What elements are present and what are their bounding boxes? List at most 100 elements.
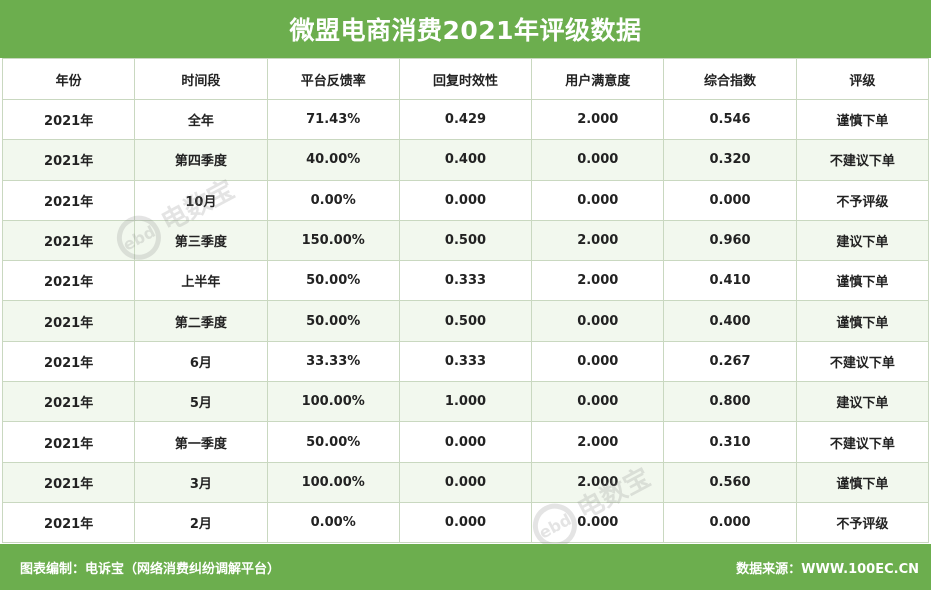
- table-cell: 不建议下单: [795, 139, 930, 181]
- table-cell: 0.000: [398, 501, 533, 544]
- table-cell: 2021年: [1, 139, 136, 181]
- table-cell: 谨慎下单: [795, 300, 930, 342]
- table-cell: 谨慎下单: [795, 461, 930, 503]
- table-cell: 0.310: [663, 421, 797, 463]
- table-cell: 2月: [134, 501, 268, 544]
- table-cell: 0.400: [663, 300, 797, 342]
- table-cell: 第四季度: [134, 139, 268, 181]
- footer-bar: 图表编制：电诉宝（网络消费纠纷调解平台） 数据来源：WWW.100EC.CN: [0, 544, 931, 590]
- table-cell: 2021年: [1, 421, 136, 463]
- table-cell: 1.000: [398, 381, 533, 423]
- column-header: 评级: [795, 58, 930, 100]
- table-row: 2021年 上半年 50.00% 0.333 2.000 0.410 谨慎下单: [1, 260, 930, 302]
- table-cell: 2021年: [1, 219, 136, 262]
- table-cell: 2.000: [531, 461, 665, 503]
- table-cell: 0.333: [398, 340, 533, 383]
- table-cell: 不予评级: [795, 501, 930, 544]
- table-cell: 0.500: [398, 300, 533, 342]
- table-cell: 0.410: [663, 260, 797, 302]
- table-cell: 3月: [134, 461, 268, 503]
- table-cell: 不建议下单: [795, 340, 930, 383]
- table-cell: 0.00%: [266, 501, 400, 544]
- rating-table-wrap: 年份 时间段 平台反馈率 回复时效性 用户满意度 综合指数 评级 2021年 全年 71.43%…: [1, 58, 930, 544]
- table-row: 2021年 第四季度 40.00% 0.400 0.000 0.320 不建议下单: [1, 139, 930, 181]
- table-cell: 建议下单: [795, 219, 930, 262]
- table-cell: 0.000: [531, 300, 665, 342]
- table-cell: 0.400: [398, 139, 533, 181]
- table-cell: 0.000: [531, 340, 665, 383]
- table-cell: 2021年: [1, 381, 136, 423]
- table-cell: 谨慎下单: [795, 260, 930, 302]
- table-cell: 第二季度: [134, 300, 268, 342]
- table-cell: 建议下单: [795, 381, 930, 423]
- table-cell: 0.500: [398, 219, 533, 262]
- table-cell: 100.00%: [266, 461, 400, 503]
- table-cell: 不予评级: [795, 179, 930, 221]
- table-cell: 0.546: [663, 98, 797, 141]
- table-cell: 50.00%: [266, 260, 400, 302]
- table-cell: 150.00%: [266, 219, 400, 262]
- table-cell: 71.43%: [266, 98, 400, 141]
- table-row: 2021年 第二季度 50.00% 0.500 0.000 0.400 谨慎下单: [1, 300, 930, 342]
- column-header: 平台反馈率: [266, 58, 400, 100]
- table-cell: 0.320: [663, 139, 797, 181]
- table-cell: 0.000: [398, 461, 533, 503]
- table-cell: 全年: [134, 98, 268, 141]
- table-cell: 0.000: [531, 501, 665, 544]
- table-cell: 2.000: [531, 260, 665, 302]
- table-cell: 谨慎下单: [795, 98, 930, 141]
- table-cell: 0.000: [398, 179, 533, 221]
- page-title: 微盟电商消费2021年评级数据: [289, 16, 642, 45]
- table-cell: 0.333: [398, 260, 533, 302]
- footer-compiler: 图表编制：电诉宝（网络消费纠纷调解平台）: [20, 561, 281, 577]
- table-cell: 2.000: [531, 421, 665, 463]
- table-cell: 50.00%: [266, 300, 400, 342]
- table-cell: 2021年: [1, 98, 136, 141]
- table-cell: 0.000: [531, 139, 665, 181]
- title-bar: 微盟电商消费2021年评级数据: [0, 0, 931, 58]
- table-header-row: 年份 时间段 平台反馈率 回复时效性 用户满意度 综合指数 评级: [1, 58, 930, 100]
- table-cell: 33.33%: [266, 340, 400, 383]
- table-cell: 2021年: [1, 461, 136, 503]
- table-row: 2021年 3月 100.00% 0.000 2.000 0.560 谨慎下单: [1, 461, 930, 503]
- rating-table: 年份 时间段 平台反馈率 回复时效性 用户满意度 综合指数 评级 2021年 全年 71.43%…: [1, 58, 930, 544]
- table-cell: 10月: [134, 179, 268, 221]
- table-row: 2021年 全年 71.43% 0.429 2.000 0.546 谨慎下单: [1, 98, 930, 141]
- table-cell: 0.000: [531, 381, 665, 423]
- column-header: 用户满意度: [531, 58, 665, 100]
- table-row: 2021年 第三季度 150.00% 0.500 2.000 0.960 建议下单: [1, 219, 930, 262]
- table-cell: 50.00%: [266, 421, 400, 463]
- table-cell: 6月: [134, 340, 268, 383]
- table-cell: 2021年: [1, 501, 136, 544]
- table-cell: 5月: [134, 381, 268, 423]
- table-row: 2021年 10月 0.00% 0.000 0.000 0.000 不予评级: [1, 179, 930, 221]
- table-cell: 100.00%: [266, 381, 400, 423]
- table-cell: 0.960: [663, 219, 797, 262]
- table-row: 2021年 6月 33.33% 0.333 0.000 0.267 不建议下单: [1, 340, 930, 383]
- table-cell: 2.000: [531, 219, 665, 262]
- table-cell: 上半年: [134, 260, 268, 302]
- table-row: 2021年 第一季度 50.00% 0.000 2.000 0.310 不建议下单: [1, 421, 930, 463]
- table-cell: 不建议下单: [795, 421, 930, 463]
- footer-source: 数据来源：WWW.100EC.CN: [736, 561, 919, 577]
- table-cell: 0.429: [398, 98, 533, 141]
- table-row: 2021年 5月 100.00% 1.000 0.000 0.800 建议下单: [1, 381, 930, 423]
- table-row: 2021年 2月 0.00% 0.000 0.000 0.000 不予评级: [1, 501, 930, 544]
- table-cell: 0.000: [663, 501, 797, 544]
- table-cell: 0.00%: [266, 179, 400, 221]
- table-body: 2021年 全年 71.43% 0.429 2.000 0.546 谨慎下单 2021年 第四季…: [1, 98, 930, 544]
- table-cell: 40.00%: [266, 139, 400, 181]
- table-cell: 0.000: [531, 179, 665, 221]
- column-header: 时间段: [134, 58, 268, 100]
- table-cell: 0.000: [663, 179, 797, 221]
- table-cell: 0.267: [663, 340, 797, 383]
- table-cell: 2021年: [1, 179, 136, 221]
- table-cell: 2021年: [1, 340, 136, 383]
- column-header: 综合指数: [663, 58, 797, 100]
- table-cell: 0.800: [663, 381, 797, 423]
- column-header: 年份: [1, 58, 136, 100]
- table-cell: 2.000: [531, 98, 665, 141]
- table-cell: 2021年: [1, 260, 136, 302]
- table-cell: 0.560: [663, 461, 797, 503]
- table-cell: 0.000: [398, 421, 533, 463]
